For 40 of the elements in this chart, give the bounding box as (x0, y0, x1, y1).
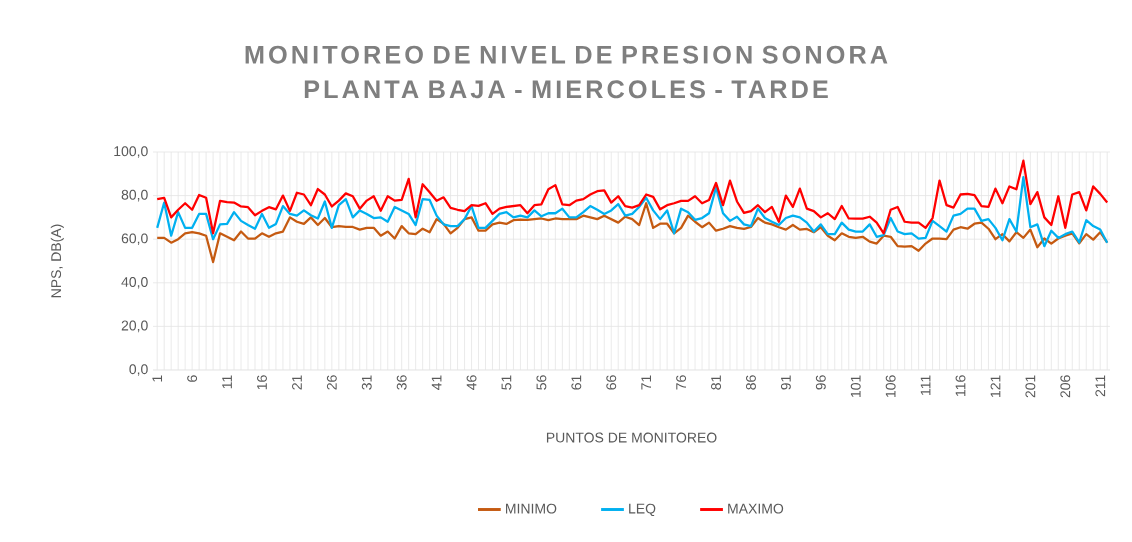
legend-label: MAXIMO (728, 503, 784, 514)
x-tick-label: 71 (641, 375, 651, 390)
chart-title: MONITOREO DE NIVEL DE PRESION SONORA PLANTA BAJA - MIERCOLES - TARDE (245, 45, 888, 99)
y-tick-label: 40,0 (121, 277, 148, 289)
x-tick-label: 16 (257, 375, 267, 390)
legend-label: MINIMO (506, 503, 557, 514)
y-tick-label: 80,0 (121, 189, 148, 202)
x-tick-label: 116 (955, 375, 966, 396)
x-tick-label: 26 (326, 375, 337, 390)
x-tick-label: 96 (815, 375, 826, 390)
x-tick-label: 91 (780, 375, 791, 390)
x-tick-label: 201 (1025, 375, 1036, 398)
x-tick-label: 6 (187, 375, 198, 382)
x-tick-label: 86 (746, 375, 756, 390)
x-axis-title: PUNTOS DE MONITOREO (546, 432, 717, 443)
x-tick-label: 1 (152, 375, 163, 382)
x-tick-label: 81 (711, 375, 721, 390)
x-tick-label: 41 (431, 375, 442, 390)
legend-label: LEQ (629, 503, 656, 517)
x-tick-label: 56 (536, 375, 547, 390)
y-axis-title: NPS, DB(A) (50, 224, 64, 298)
x-tick-label: 121 (990, 375, 1001, 397)
x-tick-label: 76 (676, 375, 687, 390)
y-tick-label: 0,0 (129, 364, 148, 376)
x-tick-label: 31 (361, 375, 372, 390)
x-tick-label: 206 (1060, 375, 1071, 398)
x-tick-label: 111 (920, 375, 931, 395)
y-tick-label: 60,0 (121, 233, 148, 245)
x-tick-label: 51 (501, 375, 512, 390)
x-tick-label: 11 (222, 375, 232, 389)
x-tick-label: 106 (885, 375, 896, 397)
x-tick-label: 66 (606, 375, 617, 390)
x-tick-label: 46 (466, 375, 477, 390)
y-tick-label: 100,0 (114, 146, 148, 158)
y-tick-label: 20,0 (121, 320, 148, 333)
x-tick-label: 61 (571, 375, 582, 390)
x-tick-label: 211 (1095, 375, 1106, 397)
x-tick-label: 101 (850, 375, 861, 397)
x-tick-label: 36 (396, 375, 407, 390)
x-tick-label: 21 (292, 375, 302, 390)
